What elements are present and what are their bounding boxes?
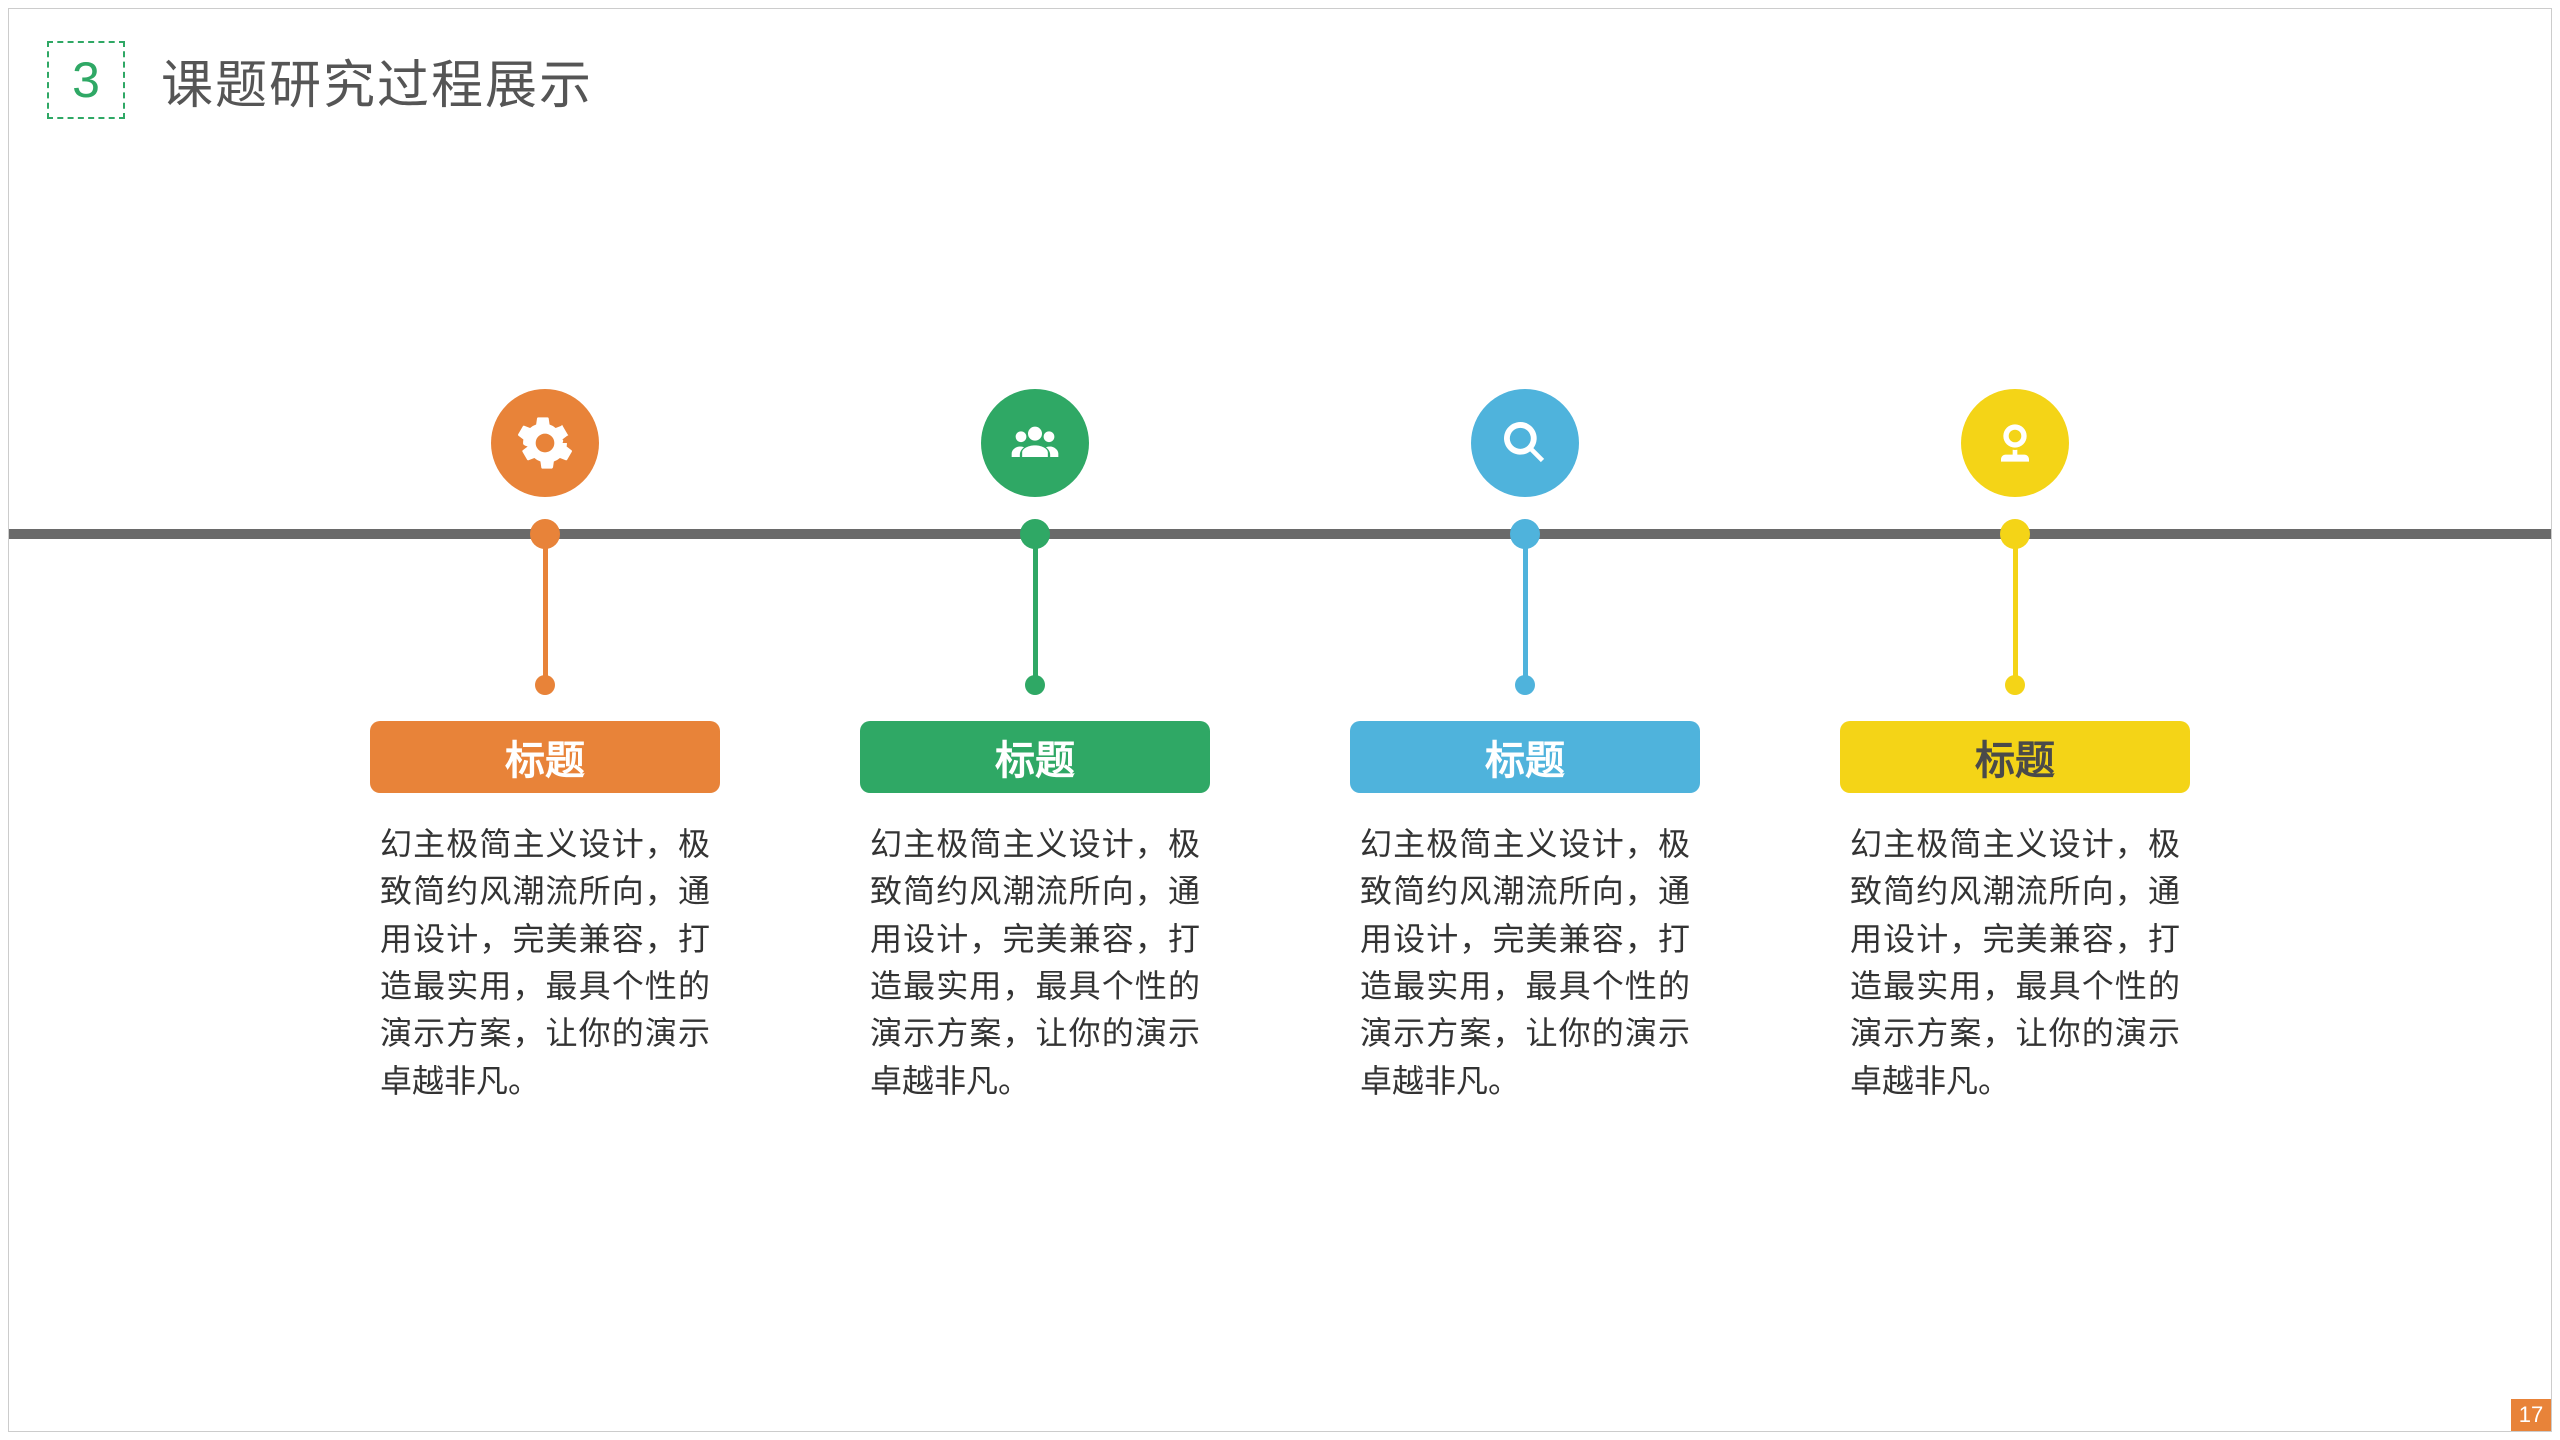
connector-line — [1523, 547, 1528, 677]
slide-header: 3 课题研究过程展示 — [47, 41, 593, 119]
connector-line — [1033, 547, 1038, 677]
connector-dot-top — [1020, 519, 1050, 549]
camera-icon — [1961, 389, 2069, 497]
timeline-item: 标题 幻主极简主义设计，极致简约风潮流所向，通用设计，完美兼容，打造最实用，最具… — [1350, 389, 1700, 1105]
item-label: 标题 — [1975, 728, 2055, 786]
item-body: 幻主极简主义设计，极致简约风潮流所向，通用设计，完美兼容，打造最实用，最具个性的… — [870, 821, 1200, 1105]
page-number: 17 — [2511, 1399, 2551, 1431]
header-title: 课题研究过程展示 — [161, 43, 593, 118]
timeline-item: 标题 幻主极简主义设计，极致简约风潮流所向，通用设计，完美兼容，打造最实用，最具… — [1840, 389, 2190, 1105]
item-label-box: 标题 — [860, 721, 1210, 793]
connector-dot-top — [530, 519, 560, 549]
connector-dot-bottom — [1025, 675, 1045, 695]
connector-dot-top — [1510, 519, 1540, 549]
connector-dot-bottom — [535, 675, 555, 695]
item-label: 标题 — [1485, 728, 1565, 786]
item-body: 幻主极简主义设计，极致简约风潮流所向，通用设计，完美兼容，打造最实用，最具个性的… — [1850, 821, 2180, 1105]
gear-icon — [491, 389, 599, 497]
item-body: 幻主极简主义设计，极致简约风潮流所向，通用设计，完美兼容，打造最实用，最具个性的… — [1360, 821, 1690, 1105]
connector-dot-bottom — [2005, 675, 2025, 695]
people-icon — [981, 389, 1089, 497]
timeline-item: 标题 幻主极简主义设计，极致简约风潮流所向，通用设计，完美兼容，打造最实用，最具… — [860, 389, 1210, 1105]
header-number: 3 — [72, 51, 100, 109]
header-number-box: 3 — [47, 41, 125, 119]
item-label: 标题 — [505, 728, 585, 786]
timeline-items: 标题 幻主极简主义设计，极致简约风潮流所向，通用设计，完美兼容，打造最实用，最具… — [9, 389, 2551, 1105]
timeline-item: 标题 幻主极简主义设计，极致简约风潮流所向，通用设计，完美兼容，打造最实用，最具… — [370, 389, 720, 1105]
connector-dot-bottom — [1515, 675, 1535, 695]
item-body: 幻主极简主义设计，极致简约风潮流所向，通用设计，完美兼容，打造最实用，最具个性的… — [380, 821, 710, 1105]
search-icon — [1471, 389, 1579, 497]
item-label-box: 标题 — [370, 721, 720, 793]
connector-line — [2013, 547, 2018, 677]
item-label-box: 标题 — [1350, 721, 1700, 793]
item-label-box: 标题 — [1840, 721, 2190, 793]
connector-dot-top — [2000, 519, 2030, 549]
item-label: 标题 — [995, 728, 1075, 786]
connector-line — [543, 547, 548, 677]
slide-frame: 3 课题研究过程展示 标题 幻主极简主义设计，极致简约风潮流所向，通用设计，完美… — [8, 8, 2552, 1432]
